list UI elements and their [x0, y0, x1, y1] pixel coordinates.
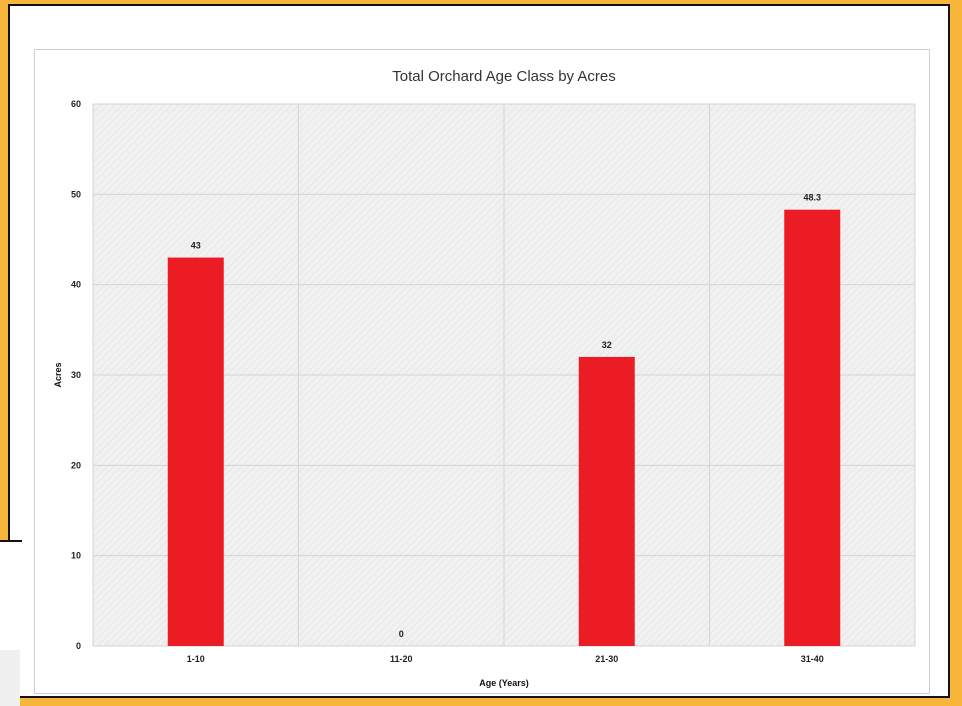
data-label: 0	[399, 629, 404, 639]
y-tick-label: 60	[71, 99, 81, 109]
x-tick-label: 1-10	[187, 654, 205, 664]
page-edge-divider	[0, 540, 22, 542]
bar-21-30	[578, 356, 635, 646]
bar-1-10	[167, 257, 224, 646]
x-tick-label: 21-30	[595, 654, 618, 664]
y-tick-label: 40	[71, 280, 81, 290]
bar-chart: 0 10 20 30 40 50 60 43 1-10 0 11-20 32 21-30 48.3 31-4…	[53, 68, 916, 688]
y-tick-label: 0	[76, 641, 81, 651]
x-tick-label: 11-20	[390, 654, 413, 664]
y-tick-label: 30	[71, 370, 81, 380]
data-label: 43	[191, 241, 201, 251]
data-label: 48.3	[803, 193, 821, 203]
chart-title: Total Orchard Age Class by Acres	[392, 68, 615, 85]
data-label: 32	[602, 340, 612, 350]
x-tick-label: 31-40	[801, 654, 824, 664]
x-axis-label: Age (Years)	[479, 678, 529, 688]
chart-card: 0 10 20 30 40 50 60 43 1-10 0 11-20 32 21-30 48.3 31-4…	[34, 49, 930, 694]
page-edge-shade	[0, 650, 20, 706]
y-axis-label: Acres	[53, 362, 63, 387]
bar-31-40	[784, 209, 841, 646]
y-tick-label: 20	[71, 460, 81, 470]
y-tick-label: 50	[71, 189, 81, 199]
y-tick-label: 10	[71, 551, 81, 561]
